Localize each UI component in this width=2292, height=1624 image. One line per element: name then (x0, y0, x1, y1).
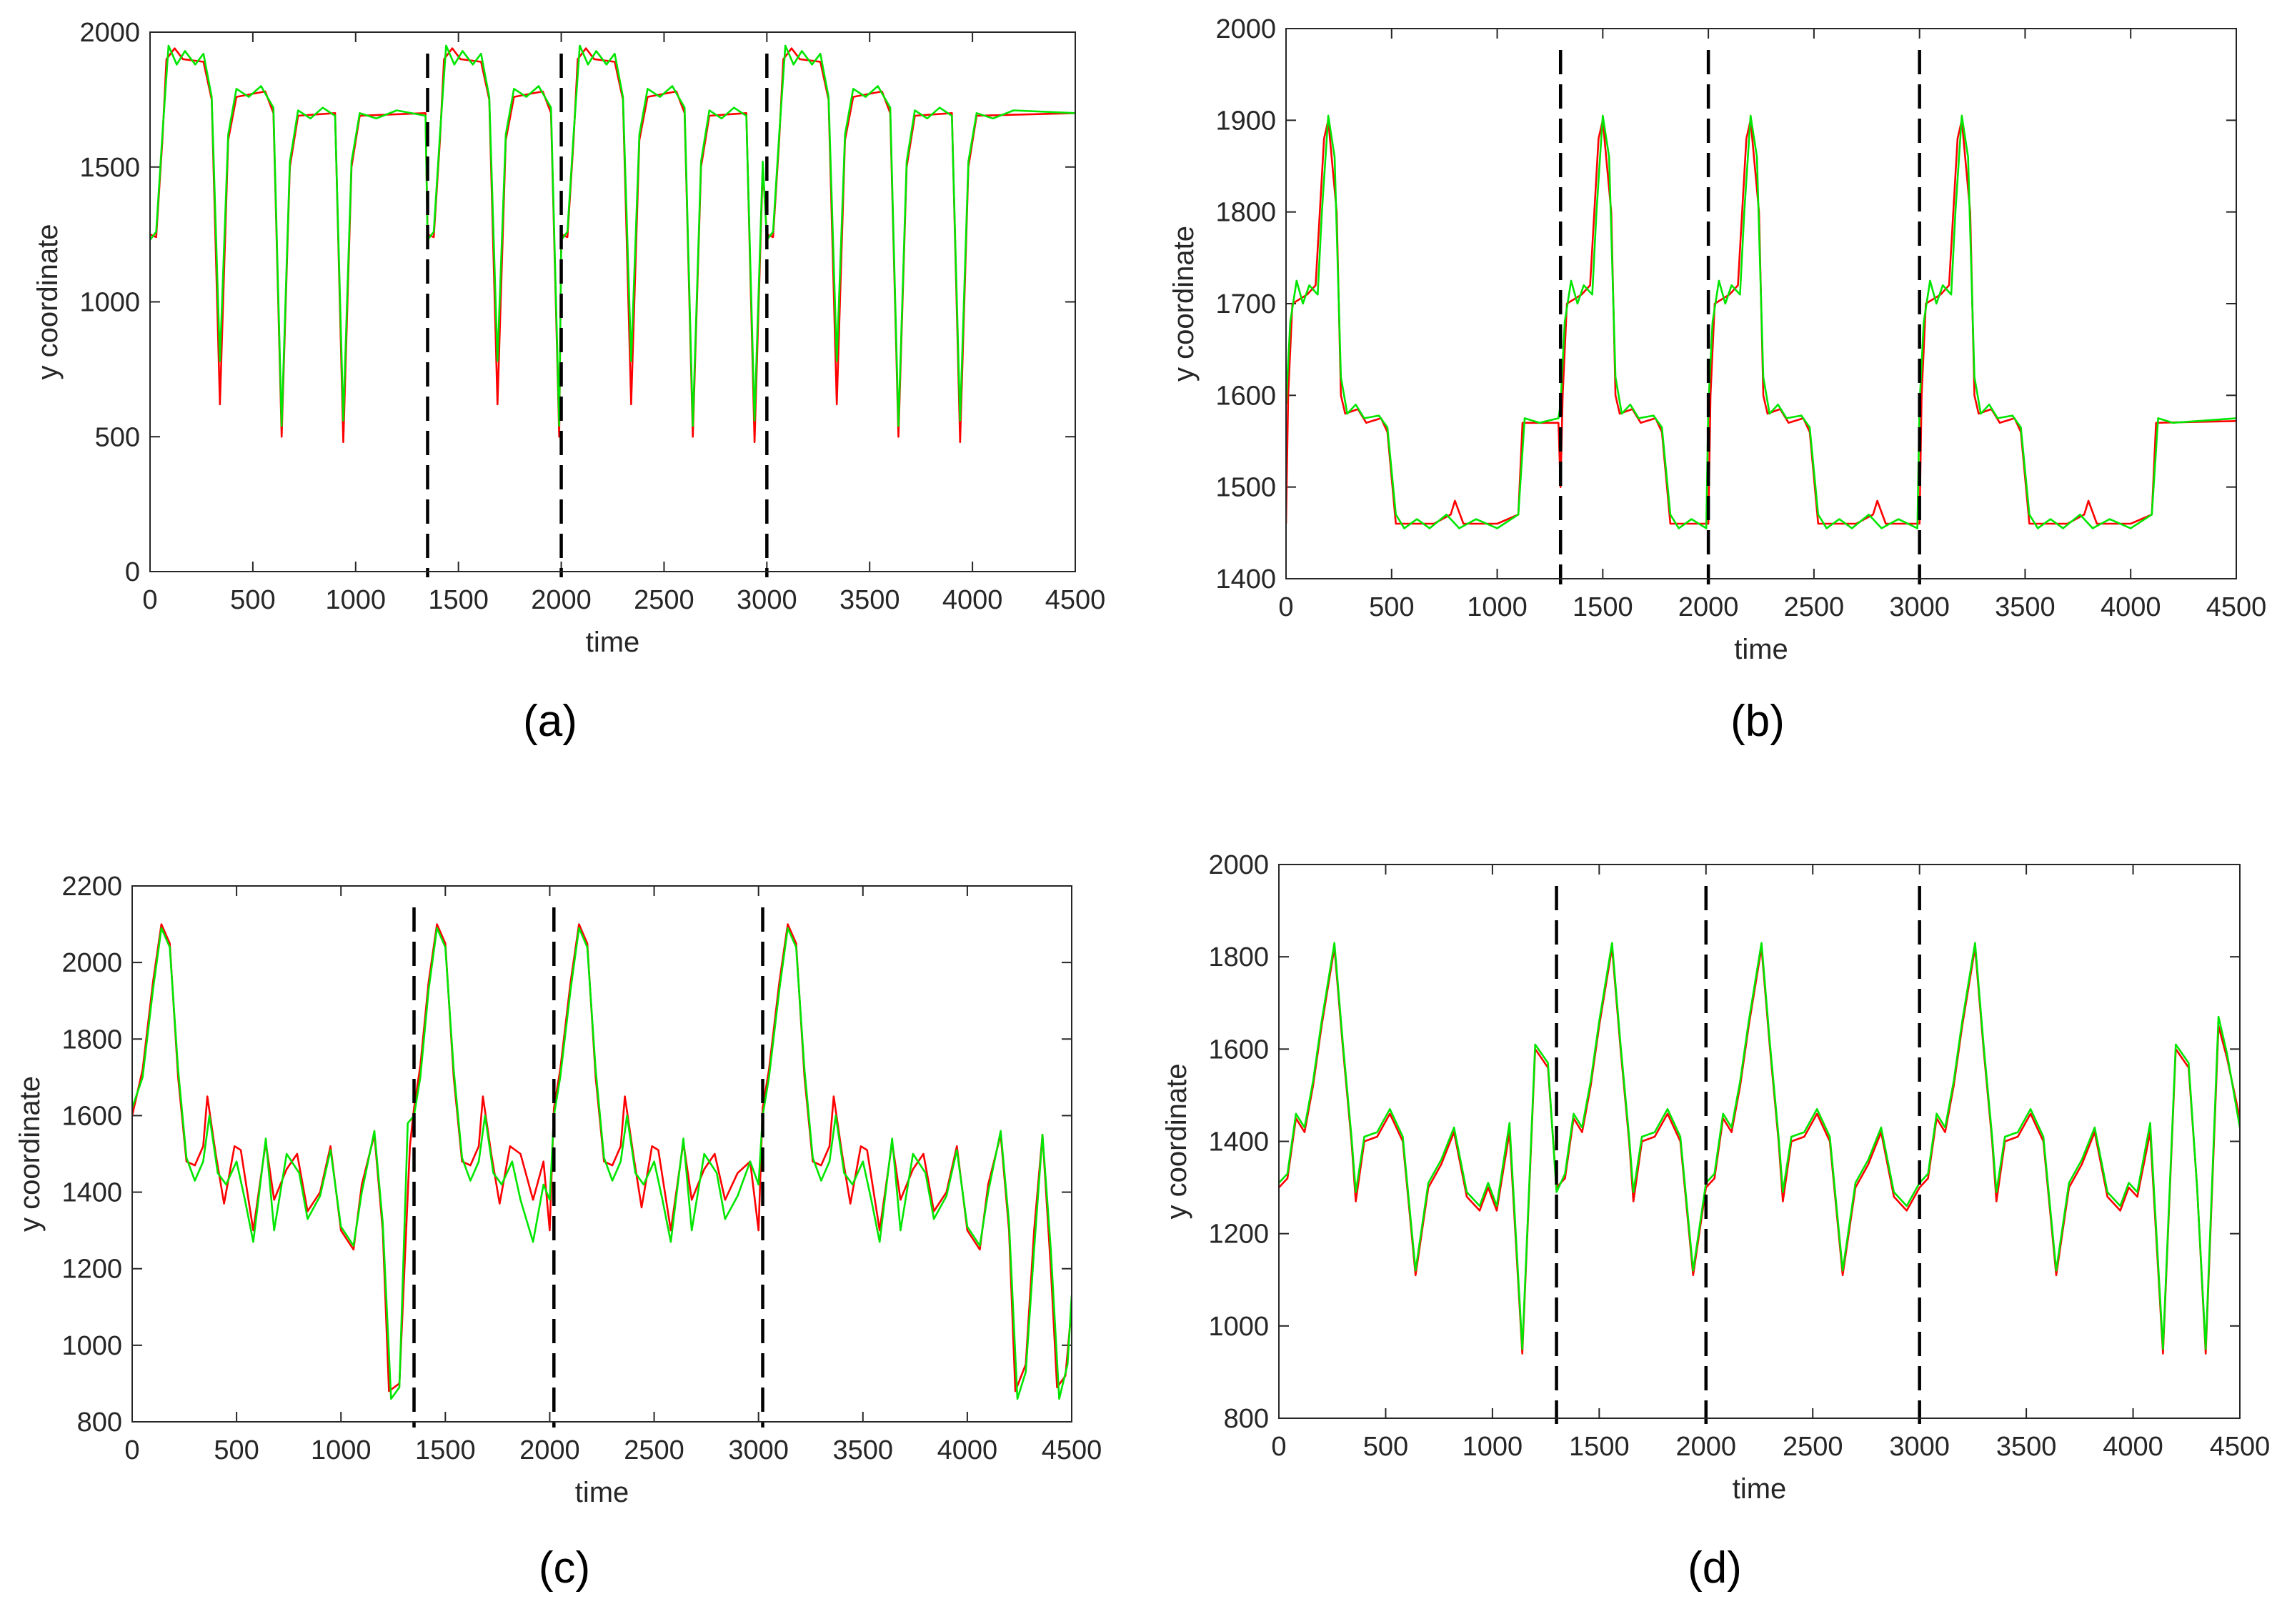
series-green-line (150, 44, 1075, 427)
series-red-line (1279, 947, 2240, 1355)
series-red-line (150, 47, 1075, 444)
series-green-line (1286, 114, 2236, 529)
axes-frame (1278, 864, 2241, 1419)
x-tick-label: 4500 (2210, 1432, 2271, 1462)
y-tick-label: 1400 (1215, 564, 1276, 594)
chart-a: 0 500 1000 1500 2000 2500 3000 3500 4000 4500 0 500… (32, 18, 1105, 746)
x-tick-label: 1500 (1573, 592, 1633, 622)
plot-area (1279, 942, 2240, 1355)
axes-frame (1285, 28, 2237, 579)
x-tick-label: 3000 (1889, 1432, 1950, 1462)
panel-caption: (c) (539, 1543, 590, 1593)
x-tick-label: 1000 (326, 585, 387, 615)
x-tick-label: 500 (230, 585, 275, 615)
y-tick-label: 500 (95, 422, 140, 452)
x-tick-label: 2500 (1784, 592, 1845, 622)
y-axis-label: y coordinate (32, 224, 64, 380)
y-tick-label: 1900 (1215, 106, 1276, 136)
y-tick-label: 2000 (1215, 14, 1276, 44)
x-tick-label: 0 (1271, 1432, 1286, 1462)
x-tick-label: 4500 (1045, 585, 1106, 615)
x-tick-label: 4000 (2101, 592, 2161, 622)
plot-area (1286, 114, 2236, 529)
x-tick-label: 3500 (1995, 592, 2056, 622)
x-tick-label: 3000 (737, 585, 797, 615)
y-tick-label: 1600 (1215, 381, 1276, 411)
x-tick-label: 500 (1369, 592, 1414, 622)
series-red-line (132, 923, 1072, 1393)
x-tick-label: 1000 (1463, 1432, 1523, 1462)
x-tick-label: 1000 (1467, 592, 1528, 622)
y-tick-label: 1500 (1215, 473, 1276, 503)
y-tick-label: 2000 (1208, 850, 1269, 880)
chart-d: 0 500 1000 1500 2000 2500 3000 3500 4000 4500 800 1… (1161, 850, 2270, 1593)
x-axis-label: time (586, 627, 640, 658)
y-tick-label: 1000 (79, 288, 140, 318)
x-axis-label: time (575, 1477, 629, 1508)
y-tick-label: 1700 (1215, 289, 1276, 319)
series-green-line (132, 927, 1072, 1400)
y-tick-label: 1800 (1208, 942, 1269, 972)
x-tick-label: 0 (1278, 592, 1293, 622)
panel-caption: (b) (1730, 697, 1785, 746)
x-tick-label: 500 (214, 1435, 259, 1465)
x-tick-label: 0 (142, 585, 157, 615)
y-tick-label: 1200 (61, 1255, 122, 1285)
y-tick-label: 2000 (79, 18, 140, 48)
x-tick-label: 3000 (728, 1435, 789, 1465)
y-tick-label: 0 (125, 557, 140, 587)
x-tick-label: 2000 (1678, 592, 1739, 622)
y-tick-label: 1800 (1215, 198, 1276, 228)
x-axis-label: time (1734, 634, 1788, 665)
x-tick-label: 2000 (1676, 1432, 1737, 1462)
x-tick-label: 2500 (634, 585, 694, 615)
x-tick-label: 2500 (1783, 1432, 1843, 1462)
panel-caption: (d) (1688, 1543, 1742, 1593)
x-tick-label: 3500 (839, 585, 900, 615)
x-tick-label: 4500 (2206, 592, 2267, 622)
plot-area (150, 44, 1075, 444)
y-tick-label: 800 (1224, 1404, 1269, 1434)
x-tick-label: 2000 (531, 585, 592, 615)
x-tick-label: 1500 (1569, 1432, 1630, 1462)
y-axis-label: y coordinate (1168, 226, 1200, 382)
x-tick-label: 1500 (415, 1435, 476, 1465)
y-tick-label: 1800 (61, 1025, 122, 1055)
y-tick-label: 2200 (61, 872, 122, 902)
y-tick-label: 2000 (61, 948, 122, 978)
x-tick-label: 500 (1363, 1432, 1408, 1462)
y-tick-label: 1600 (1208, 1035, 1269, 1065)
y-axis-label: y coordinate (1161, 1064, 1192, 1220)
x-tick-label: 4500 (1042, 1435, 1102, 1465)
x-tick-label: 1500 (428, 585, 489, 615)
x-tick-label: 3500 (1996, 1432, 2057, 1462)
x-tick-label: 3500 (833, 1435, 894, 1465)
axes-frame (149, 31, 1076, 572)
series-green-line (1279, 942, 2240, 1350)
x-axis-label: time (1733, 1473, 1787, 1505)
x-tick-label: 4000 (2103, 1432, 2163, 1462)
x-tick-label: 4000 (937, 1435, 998, 1465)
x-tick-label: 2000 (519, 1435, 580, 1465)
chart-b: 0 500 1000 1500 2000 2500 3000 3500 4000 4500 1400… (1168, 14, 2266, 746)
panel-caption: (a) (523, 697, 577, 746)
y-tick-label: 1600 (61, 1101, 122, 1131)
x-tick-label: 3000 (1889, 592, 1950, 622)
y-tick-label: 1200 (1208, 1220, 1269, 1250)
x-tick-label: 4000 (942, 585, 1003, 615)
axes-frame (131, 885, 1072, 1423)
y-tick-label: 1500 (79, 153, 140, 183)
x-tick-label: 2500 (624, 1435, 684, 1465)
x-tick-label: 0 (124, 1435, 139, 1465)
y-tick-label: 1400 (61, 1178, 122, 1208)
y-tick-label: 1400 (1208, 1127, 1269, 1157)
plot-area (132, 923, 1072, 1400)
x-tick-label: 1000 (311, 1435, 372, 1465)
y-tick-label: 1000 (1208, 1312, 1269, 1342)
y-tick-label: 1000 (61, 1331, 122, 1361)
chart-c: 0 500 1000 1500 2000 2500 3000 3500 4000 4500 800 1… (14, 872, 1102, 1593)
y-axis-label: y coordinate (14, 1076, 46, 1232)
y-tick-label: 800 (77, 1408, 122, 1438)
